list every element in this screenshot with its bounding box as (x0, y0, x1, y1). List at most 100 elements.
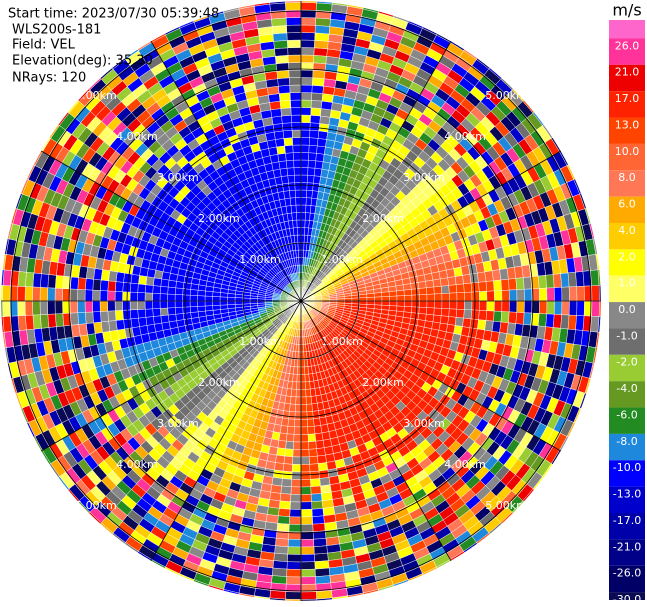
radar-cell (300, 591, 317, 600)
radar-cell (396, 289, 405, 297)
radar-cell (296, 366, 302, 375)
radar-cell (538, 300, 548, 315)
radar-cell (293, 426, 302, 435)
radar-cell (283, 455, 294, 465)
radar-cell (501, 300, 510, 313)
radar-cell (219, 296, 228, 302)
radar-cell (2, 300, 11, 317)
colorbar-band (609, 565, 645, 593)
radar-cell (283, 137, 294, 147)
radar-cell (296, 212, 302, 221)
radar-cell (300, 486, 312, 495)
radar-cell (300, 464, 311, 473)
radar-cell (314, 560, 330, 570)
radar-cell (552, 314, 562, 329)
radar-cell (464, 300, 473, 311)
radar-cell (310, 485, 322, 495)
range-ring-label: 5.00km (75, 499, 117, 512)
radar-cell (159, 286, 169, 295)
radar-cell (454, 275, 464, 285)
radar-cell (455, 308, 465, 319)
radar-cell (159, 293, 168, 302)
radar-cell (441, 292, 450, 302)
radar-cell (289, 77, 302, 86)
radar-cell (17, 271, 27, 287)
radar-cell (77, 277, 87, 290)
radar-cell (24, 300, 34, 316)
radar-cell (308, 137, 319, 147)
radar-cell (275, 138, 285, 148)
radar-cell (285, 576, 302, 585)
nrays: NRays: 120 (12, 71, 86, 86)
radar-cell (516, 289, 525, 302)
radar-cell (567, 314, 577, 331)
radar-cell (418, 287, 428, 296)
radar-cell (271, 575, 287, 585)
radar-cell (508, 311, 517, 324)
range-ring-label: 1.00km (239, 253, 281, 266)
colorbar-label: 0.0 (618, 303, 636, 316)
radar-cell (138, 275, 148, 285)
radar-cell (590, 269, 600, 287)
radar-cell (388, 285, 397, 292)
radar-cell (153, 315, 162, 325)
instrument: WLS200s-181 (12, 23, 101, 38)
radar-cell (219, 300, 228, 306)
radar-cell (300, 182, 308, 191)
radar-cell (417, 281, 427, 289)
radar-cell (307, 426, 316, 435)
radar-cell (275, 537, 289, 547)
radar-cell (313, 417, 321, 427)
radar-cell (115, 319, 125, 331)
colorbar-band (609, 117, 645, 144)
radar-cell (297, 234, 302, 243)
radar-cell (433, 307, 443, 316)
radar-cell (275, 454, 285, 464)
radar-cell (159, 307, 169, 316)
colorbar-top (609, 20, 645, 39)
radar-cell (485, 310, 495, 322)
radar-cell (300, 508, 313, 518)
radar-cell (500, 278, 510, 291)
radar-cell (300, 219, 306, 228)
radar-cell (312, 515, 325, 525)
radar-cell (316, 145, 326, 155)
radar-cell (537, 313, 547, 327)
radar-cell (282, 470, 293, 480)
colorbar-label: 17.0 (615, 92, 640, 105)
radar-cell (122, 300, 131, 311)
radar-cell (366, 296, 375, 302)
radar-cell (108, 270, 118, 282)
radar-cell (286, 433, 295, 443)
radar-cell (290, 493, 302, 503)
radar-cell (374, 300, 383, 306)
radar-cell (107, 310, 117, 322)
radar-cell (440, 277, 449, 287)
radar-cell (290, 388, 297, 398)
radar-cell (282, 182, 290, 192)
radar-cell (212, 300, 221, 306)
radar-cell (311, 85, 324, 94)
radar-cell (454, 317, 464, 327)
radar-cell (242, 300, 251, 305)
radar-cell (275, 55, 289, 65)
radar-cell (366, 293, 375, 298)
radar-cell (478, 281, 487, 292)
radar-cell (374, 296, 383, 302)
radar-cell (306, 411, 314, 420)
radar-cell (484, 320, 494, 332)
radar-cell (315, 575, 331, 585)
radar-cell (270, 108, 282, 118)
radar-cell (292, 137, 302, 146)
radar-cell (288, 523, 302, 533)
radar-cell (300, 389, 307, 398)
radar-cell (300, 523, 314, 533)
radar-cell (591, 285, 600, 302)
radar-cell (296, 219, 302, 228)
radar-cell (523, 312, 532, 326)
radar-cell (448, 308, 458, 318)
radar-cell (359, 297, 368, 302)
radar-cell (291, 471, 302, 480)
